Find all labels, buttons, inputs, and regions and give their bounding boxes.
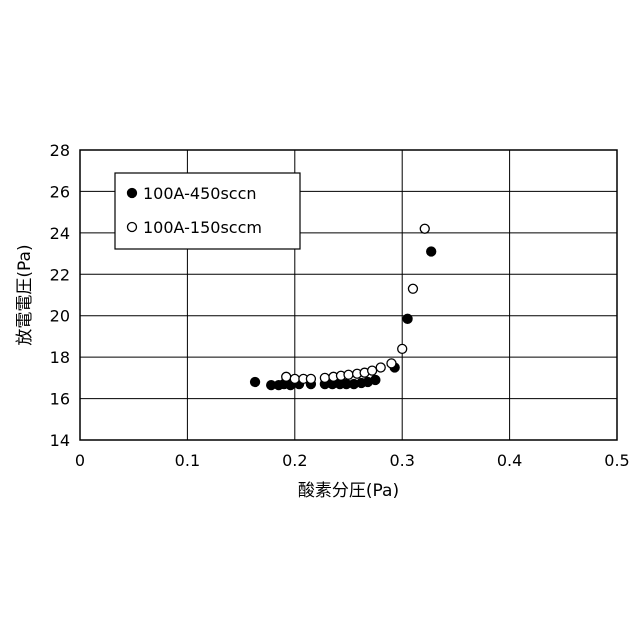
x-axis-label: 酸素分圧(Pa) — [298, 481, 399, 501]
open-data-point — [290, 374, 299, 383]
filled-data-point — [403, 314, 412, 323]
x-axis-tick-labels: 0 0.1 0.2 0.3 0.4 0.5 — [75, 451, 630, 470]
x-tick-label: 0.3 — [389, 451, 414, 470]
open-data-point — [306, 374, 315, 383]
y-tick-label: 18 — [50, 348, 70, 367]
open-data-point — [368, 366, 377, 375]
y-axis-label: 放電電圧(Pa) — [15, 244, 35, 345]
open-data-point — [398, 344, 407, 353]
open-data-point — [420, 224, 429, 233]
y-axis-tick-labels: 14 16 18 20 22 24 26 28 — [50, 141, 70, 450]
filled-data-point — [371, 375, 380, 384]
x-tick-label: 0.2 — [282, 451, 307, 470]
open-data-point — [387, 359, 396, 368]
filled-data-point — [427, 247, 436, 256]
y-tick-label: 26 — [50, 182, 70, 201]
legend-marker — [128, 189, 137, 198]
open-data-point — [282, 372, 291, 381]
y-tick-label: 22 — [50, 265, 70, 284]
y-tick-label: 16 — [50, 390, 70, 409]
open-data-point — [408, 284, 417, 293]
open-data-point — [320, 373, 329, 382]
open-data-point — [344, 370, 353, 379]
filled-data-point — [251, 378, 260, 387]
legend-marker — [128, 223, 137, 232]
y-tick-label: 20 — [50, 307, 70, 326]
legend: 100A-450sccn 100A-150sccm — [115, 173, 300, 249]
x-tick-label: 0 — [75, 451, 85, 470]
y-tick-label: 28 — [50, 141, 70, 160]
y-tick-label: 24 — [50, 224, 70, 243]
legend-label: 100A-450sccn — [143, 184, 257, 203]
x-tick-label: 0.5 — [604, 451, 629, 470]
y-tick-label: 14 — [50, 431, 70, 450]
x-tick-label: 0.1 — [175, 451, 200, 470]
x-tick-label: 0.4 — [497, 451, 522, 470]
open-data-point — [376, 363, 385, 372]
legend-label: 100A-150sccm — [143, 218, 262, 237]
